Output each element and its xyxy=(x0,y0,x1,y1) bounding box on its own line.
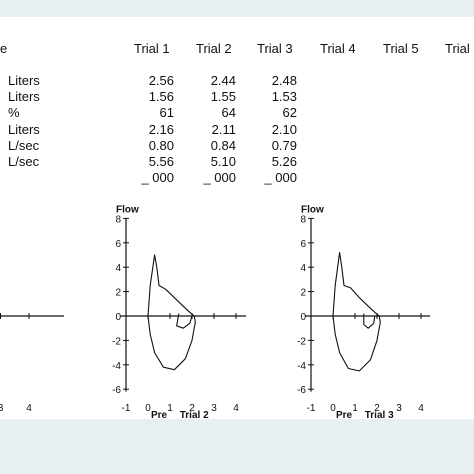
flow-volume-chart-2: 8 6 4 2 0 -2 -4 -6 Flow -1 0 1 2 3 4 Pre Trial 2 xyxy=(112,204,246,419)
x-tick-label: 2 xyxy=(189,403,195,414)
flow-volume-chart-1: 234Trial 1 xyxy=(0,313,64,414)
x-tick-label: 4 xyxy=(26,403,32,414)
y-tick-label: 8 xyxy=(300,214,306,225)
x-tick-label: 4 xyxy=(233,403,239,414)
x-axis-title: Trial 3 xyxy=(365,410,394,419)
flow-volume-curve-2 xyxy=(147,315,196,371)
header-trial-3: Trial 3 xyxy=(257,41,293,56)
y-axis-title: Flow xyxy=(301,204,324,215)
y-tick-label: -6 xyxy=(112,385,121,396)
x-tick-label: 3 xyxy=(396,403,402,414)
y-tick-label: 4 xyxy=(300,263,306,274)
x-tick-label: 0 xyxy=(145,403,151,414)
y-tick-label: 4 xyxy=(115,263,121,274)
y-tick-label: 2 xyxy=(300,288,306,299)
row-unit: Liters xyxy=(8,89,40,105)
flow-volume-curve-3 xyxy=(176,313,193,329)
pre-label: Pre xyxy=(151,410,168,419)
x-tick-label: 3 xyxy=(0,403,4,414)
x-tick-label: 1 xyxy=(167,403,173,414)
y-tick-label: 8 xyxy=(115,214,121,225)
flow-volume-curve-2 xyxy=(332,315,381,372)
x-axis-title: Trial 2 xyxy=(180,410,209,419)
flow-volume-chart-3: 8 6 4 2 0 -2 -4 -6 Flow -1 0 1 2 3 4 Pre Trial 3 xyxy=(297,204,430,419)
row-value: 5.10 xyxy=(210,154,236,169)
row-value: _ 000 xyxy=(203,170,236,186)
row-value: 5.56 xyxy=(148,154,174,169)
row-value: 1.55 xyxy=(210,89,236,105)
row-value: 2.10 xyxy=(271,121,297,137)
row-value: 2.56 xyxy=(148,73,174,88)
spirometry-report: e Trial 1 Trial 2 Trial 3 Trial 4 Trial … xyxy=(0,17,474,419)
row-unit: Liters xyxy=(8,121,40,137)
y-axis-title: Flow xyxy=(116,204,139,215)
header-trial-4: Trial 4 xyxy=(320,41,356,56)
y-tick-label: 0 xyxy=(115,312,121,323)
x-tick-label: 2 xyxy=(374,403,380,414)
x-tick-label: 0 xyxy=(330,403,336,414)
row-value: 0.79 xyxy=(271,137,297,153)
x-tick-label: -1 xyxy=(307,403,316,414)
y-tick-label: 6 xyxy=(300,239,306,250)
row-value: 2.48 xyxy=(271,73,297,88)
x-tick-label: -1 xyxy=(122,403,131,414)
row-value: 61 xyxy=(159,105,174,121)
y-tick-label: -6 xyxy=(297,385,306,396)
header-trial-1: Trial 1 xyxy=(134,41,170,56)
bottom-band xyxy=(0,419,474,474)
x-tick-label: 4 xyxy=(418,403,424,414)
row-value: 64 xyxy=(221,105,236,121)
row-value: 1.56 xyxy=(148,89,174,105)
flow-volume-charts: 234Trial 186420-2-4-6Flow-101234PreTrial… xyxy=(0,204,430,419)
row-unit: L/sec xyxy=(8,154,40,169)
row-unit: % xyxy=(8,105,20,121)
row-value: 2.44 xyxy=(210,73,236,88)
header-trial-6: Trial xyxy=(445,41,470,56)
row-value: 2.11 xyxy=(211,121,236,137)
x-tick-label: 3 xyxy=(211,403,217,414)
flow-volume-curve-1 xyxy=(147,254,195,317)
header-partial-label: e xyxy=(0,41,8,56)
row-unit: L/sec xyxy=(8,137,40,153)
y-tick-label: -2 xyxy=(112,336,121,347)
header-trial-2: Trial 2 xyxy=(196,41,232,56)
y-tick-label: -2 xyxy=(297,336,306,347)
y-tick-label: 6 xyxy=(115,239,121,250)
pre-label: Pre xyxy=(336,410,353,419)
row-value: _ 000 xyxy=(264,170,297,186)
row-value: 5.26 xyxy=(271,154,297,169)
y-tick-label: 0 xyxy=(300,312,306,323)
header-trial-5: Trial 5 xyxy=(383,41,419,56)
y-tick-label: -4 xyxy=(297,361,306,372)
row-value: 62 xyxy=(282,105,297,121)
row-unit: Liters xyxy=(8,73,40,88)
flow-volume-curve-1 xyxy=(332,252,380,317)
y-tick-label: 2 xyxy=(115,288,121,299)
row-value: 0.80 xyxy=(148,137,174,153)
flow-volume-curve-3 xyxy=(363,313,376,329)
x-tick-label: 1 xyxy=(352,403,358,414)
row-value: 2.16 xyxy=(148,121,174,137)
y-tick-label: -4 xyxy=(112,361,121,372)
row-value: 0.84 xyxy=(210,137,236,153)
row-value: 1.53 xyxy=(271,89,297,105)
row-value: _ 000 xyxy=(141,170,174,186)
